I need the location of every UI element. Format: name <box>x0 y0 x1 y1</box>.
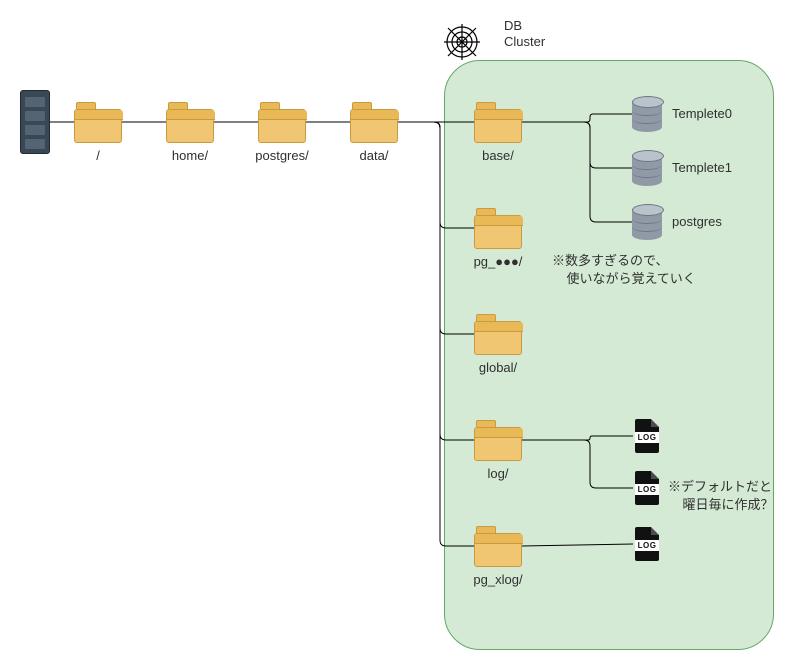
annotation-pg-note: ※数多すぎるので、 使いながら覚えていく <box>552 252 696 287</box>
db-postgres <box>632 204 662 240</box>
spider-web-icon <box>442 22 482 62</box>
label-root: / <box>58 148 138 163</box>
folder-global <box>474 314 522 354</box>
folder-pg-etc <box>474 208 522 248</box>
db-cluster-title: DB Cluster <box>504 18 545 51</box>
label-global: global/ <box>458 360 538 375</box>
folder-log <box>474 420 522 460</box>
server-icon <box>20 90 50 154</box>
folder-base <box>474 102 522 142</box>
xlog-file: LOG <box>633 526 661 562</box>
label-home: home/ <box>150 148 230 163</box>
label-data: data/ <box>334 148 414 163</box>
folder-postgres <box>258 102 306 142</box>
log-file-1: LOG <box>633 418 661 454</box>
db-template1 <box>632 150 662 186</box>
annotation-log-note: ※デフォルトだと 曜日毎に作成？ <box>668 478 773 513</box>
label-log: log/ <box>458 466 538 481</box>
label-pg-etc: pg_●●●/ <box>458 254 538 269</box>
db-template0 <box>632 96 662 132</box>
folder-home <box>166 102 214 142</box>
label-template0: Templete0 <box>672 106 732 121</box>
folder-pg-xlog <box>474 526 522 566</box>
label-template1: Templete1 <box>672 160 732 175</box>
label-pg-xlog: pg_xlog/ <box>458 572 538 587</box>
folder-data <box>350 102 398 142</box>
label-postgres: postgres/ <box>242 148 322 163</box>
label-base: base/ <box>458 148 538 163</box>
folder-root <box>74 102 122 142</box>
label-db-postgres: postgres <box>672 214 722 229</box>
log-file-2: LOG <box>633 470 661 506</box>
